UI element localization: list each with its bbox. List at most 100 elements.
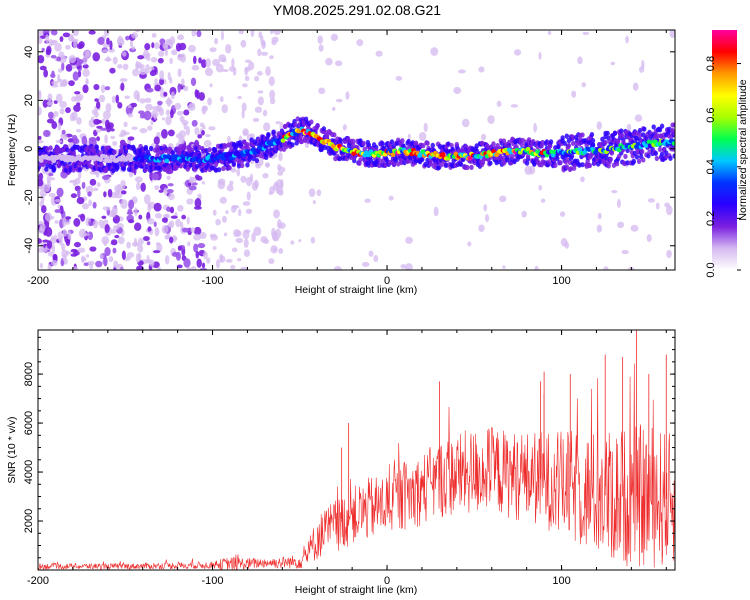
noise-blob bbox=[193, 206, 202, 210]
noise-blob bbox=[158, 107, 164, 117]
noise-blob bbox=[237, 258, 242, 262]
ridge-core bbox=[280, 138, 286, 143]
noise-blob bbox=[496, 100, 502, 107]
snr-ylabel: SNR (10 * v/v) bbox=[6, 416, 18, 483]
ridge-halo bbox=[212, 147, 218, 154]
noise-blob bbox=[50, 73, 56, 79]
noise-blob bbox=[191, 64, 200, 71]
noise-blob bbox=[373, 254, 379, 263]
noise-blob bbox=[318, 44, 324, 52]
ridge-halo bbox=[585, 158, 590, 164]
noise-blob bbox=[132, 68, 140, 77]
ridge-halo bbox=[556, 143, 561, 150]
noise-blob bbox=[73, 218, 81, 227]
noise-blob bbox=[104, 247, 111, 257]
noise-blob bbox=[118, 236, 125, 245]
noise-blob bbox=[95, 260, 103, 268]
noise-blob bbox=[170, 215, 178, 219]
ridge-core bbox=[643, 143, 649, 149]
noise-blob bbox=[48, 111, 54, 119]
noise-blob bbox=[145, 64, 150, 74]
colorbar-tick-label: 0.6 bbox=[705, 108, 717, 123]
noise-blob bbox=[502, 265, 506, 269]
noise-blob bbox=[85, 185, 94, 194]
noise-blob bbox=[151, 173, 160, 181]
noise-blob bbox=[143, 110, 152, 121]
noise-blob bbox=[400, 264, 407, 269]
noise-blob bbox=[55, 93, 63, 103]
noise-blob bbox=[155, 242, 161, 246]
noise-blob bbox=[181, 227, 190, 233]
noise-blob bbox=[127, 104, 132, 109]
ridge-halo bbox=[454, 141, 460, 148]
spectrogram-plot-area bbox=[38, 30, 675, 270]
noise-blob bbox=[73, 241, 81, 248]
noise-blob bbox=[195, 250, 200, 259]
noise-blob bbox=[109, 67, 116, 74]
noise-blob bbox=[487, 115, 495, 124]
noise-blob bbox=[191, 30, 197, 37]
noise-blob bbox=[499, 195, 507, 203]
ridge-halo bbox=[623, 153, 628, 160]
noise-blob bbox=[38, 237, 42, 245]
ridge-halo bbox=[121, 166, 127, 172]
noise-blob bbox=[138, 252, 142, 262]
noise-blob bbox=[260, 51, 269, 56]
noise-blob bbox=[395, 75, 403, 81]
noise-blob bbox=[51, 84, 59, 88]
ridge-halo bbox=[358, 157, 363, 163]
colorbar-tick-label: 0.8 bbox=[705, 56, 717, 71]
noise-blob bbox=[225, 44, 232, 54]
noise-blob bbox=[235, 237, 244, 244]
noise-blob bbox=[38, 89, 42, 96]
noise-blob bbox=[96, 182, 101, 187]
ridge-halo bbox=[631, 158, 637, 165]
noise-blob bbox=[206, 257, 211, 264]
ridge-core bbox=[255, 148, 261, 154]
ridge-halo bbox=[290, 142, 295, 148]
spectrogram-xtick-label: -100 bbox=[202, 275, 224, 287]
noise-blob bbox=[458, 69, 466, 74]
noise-blob bbox=[144, 97, 152, 103]
noise-blob bbox=[133, 237, 138, 247]
noise-blob bbox=[186, 266, 191, 270]
noise-blob bbox=[181, 78, 185, 87]
ridge-halo bbox=[207, 147, 212, 153]
ridge-halo bbox=[51, 166, 56, 172]
ridge-halo bbox=[580, 162, 585, 168]
noise-blob bbox=[114, 192, 123, 199]
noise-blob bbox=[166, 175, 171, 181]
colorbar: 0.0 0.2 0.4 0.6 0.8 Normalized spectral ampl… bbox=[705, 30, 749, 278]
noise-blob bbox=[50, 54, 57, 59]
noise-blob bbox=[100, 84, 106, 93]
noise-blob bbox=[212, 58, 221, 67]
noise-blob bbox=[168, 192, 175, 201]
noise-blob bbox=[127, 136, 135, 141]
noise-blob bbox=[68, 80, 75, 87]
noise-blob bbox=[221, 215, 227, 223]
noise-blob bbox=[82, 55, 88, 66]
noise-blob bbox=[67, 230, 72, 240]
noise-blob bbox=[112, 140, 118, 147]
ridge-halo bbox=[366, 162, 372, 168]
noise-blob bbox=[54, 42, 62, 52]
noise-blob bbox=[46, 45, 52, 55]
noise-blob bbox=[177, 204, 184, 212]
noise-blob bbox=[61, 62, 65, 71]
noise-blob bbox=[188, 44, 196, 53]
noise-blob bbox=[665, 205, 673, 216]
noise-blob bbox=[342, 124, 347, 131]
noise-blob bbox=[521, 210, 527, 218]
ridge-halo bbox=[564, 164, 569, 170]
noise-blob bbox=[110, 239, 118, 246]
noise-blob bbox=[186, 198, 194, 205]
noise-blob bbox=[65, 238, 71, 247]
noise-blob bbox=[193, 226, 202, 236]
noise-blob bbox=[277, 164, 282, 170]
noise-blob bbox=[107, 188, 113, 198]
ridge-halo bbox=[254, 157, 260, 164]
spectrogram-xtick-label: 100 bbox=[552, 275, 570, 287]
noise-blob bbox=[38, 247, 45, 253]
ridge-halo bbox=[298, 134, 304, 140]
noise-blob bbox=[89, 262, 94, 270]
